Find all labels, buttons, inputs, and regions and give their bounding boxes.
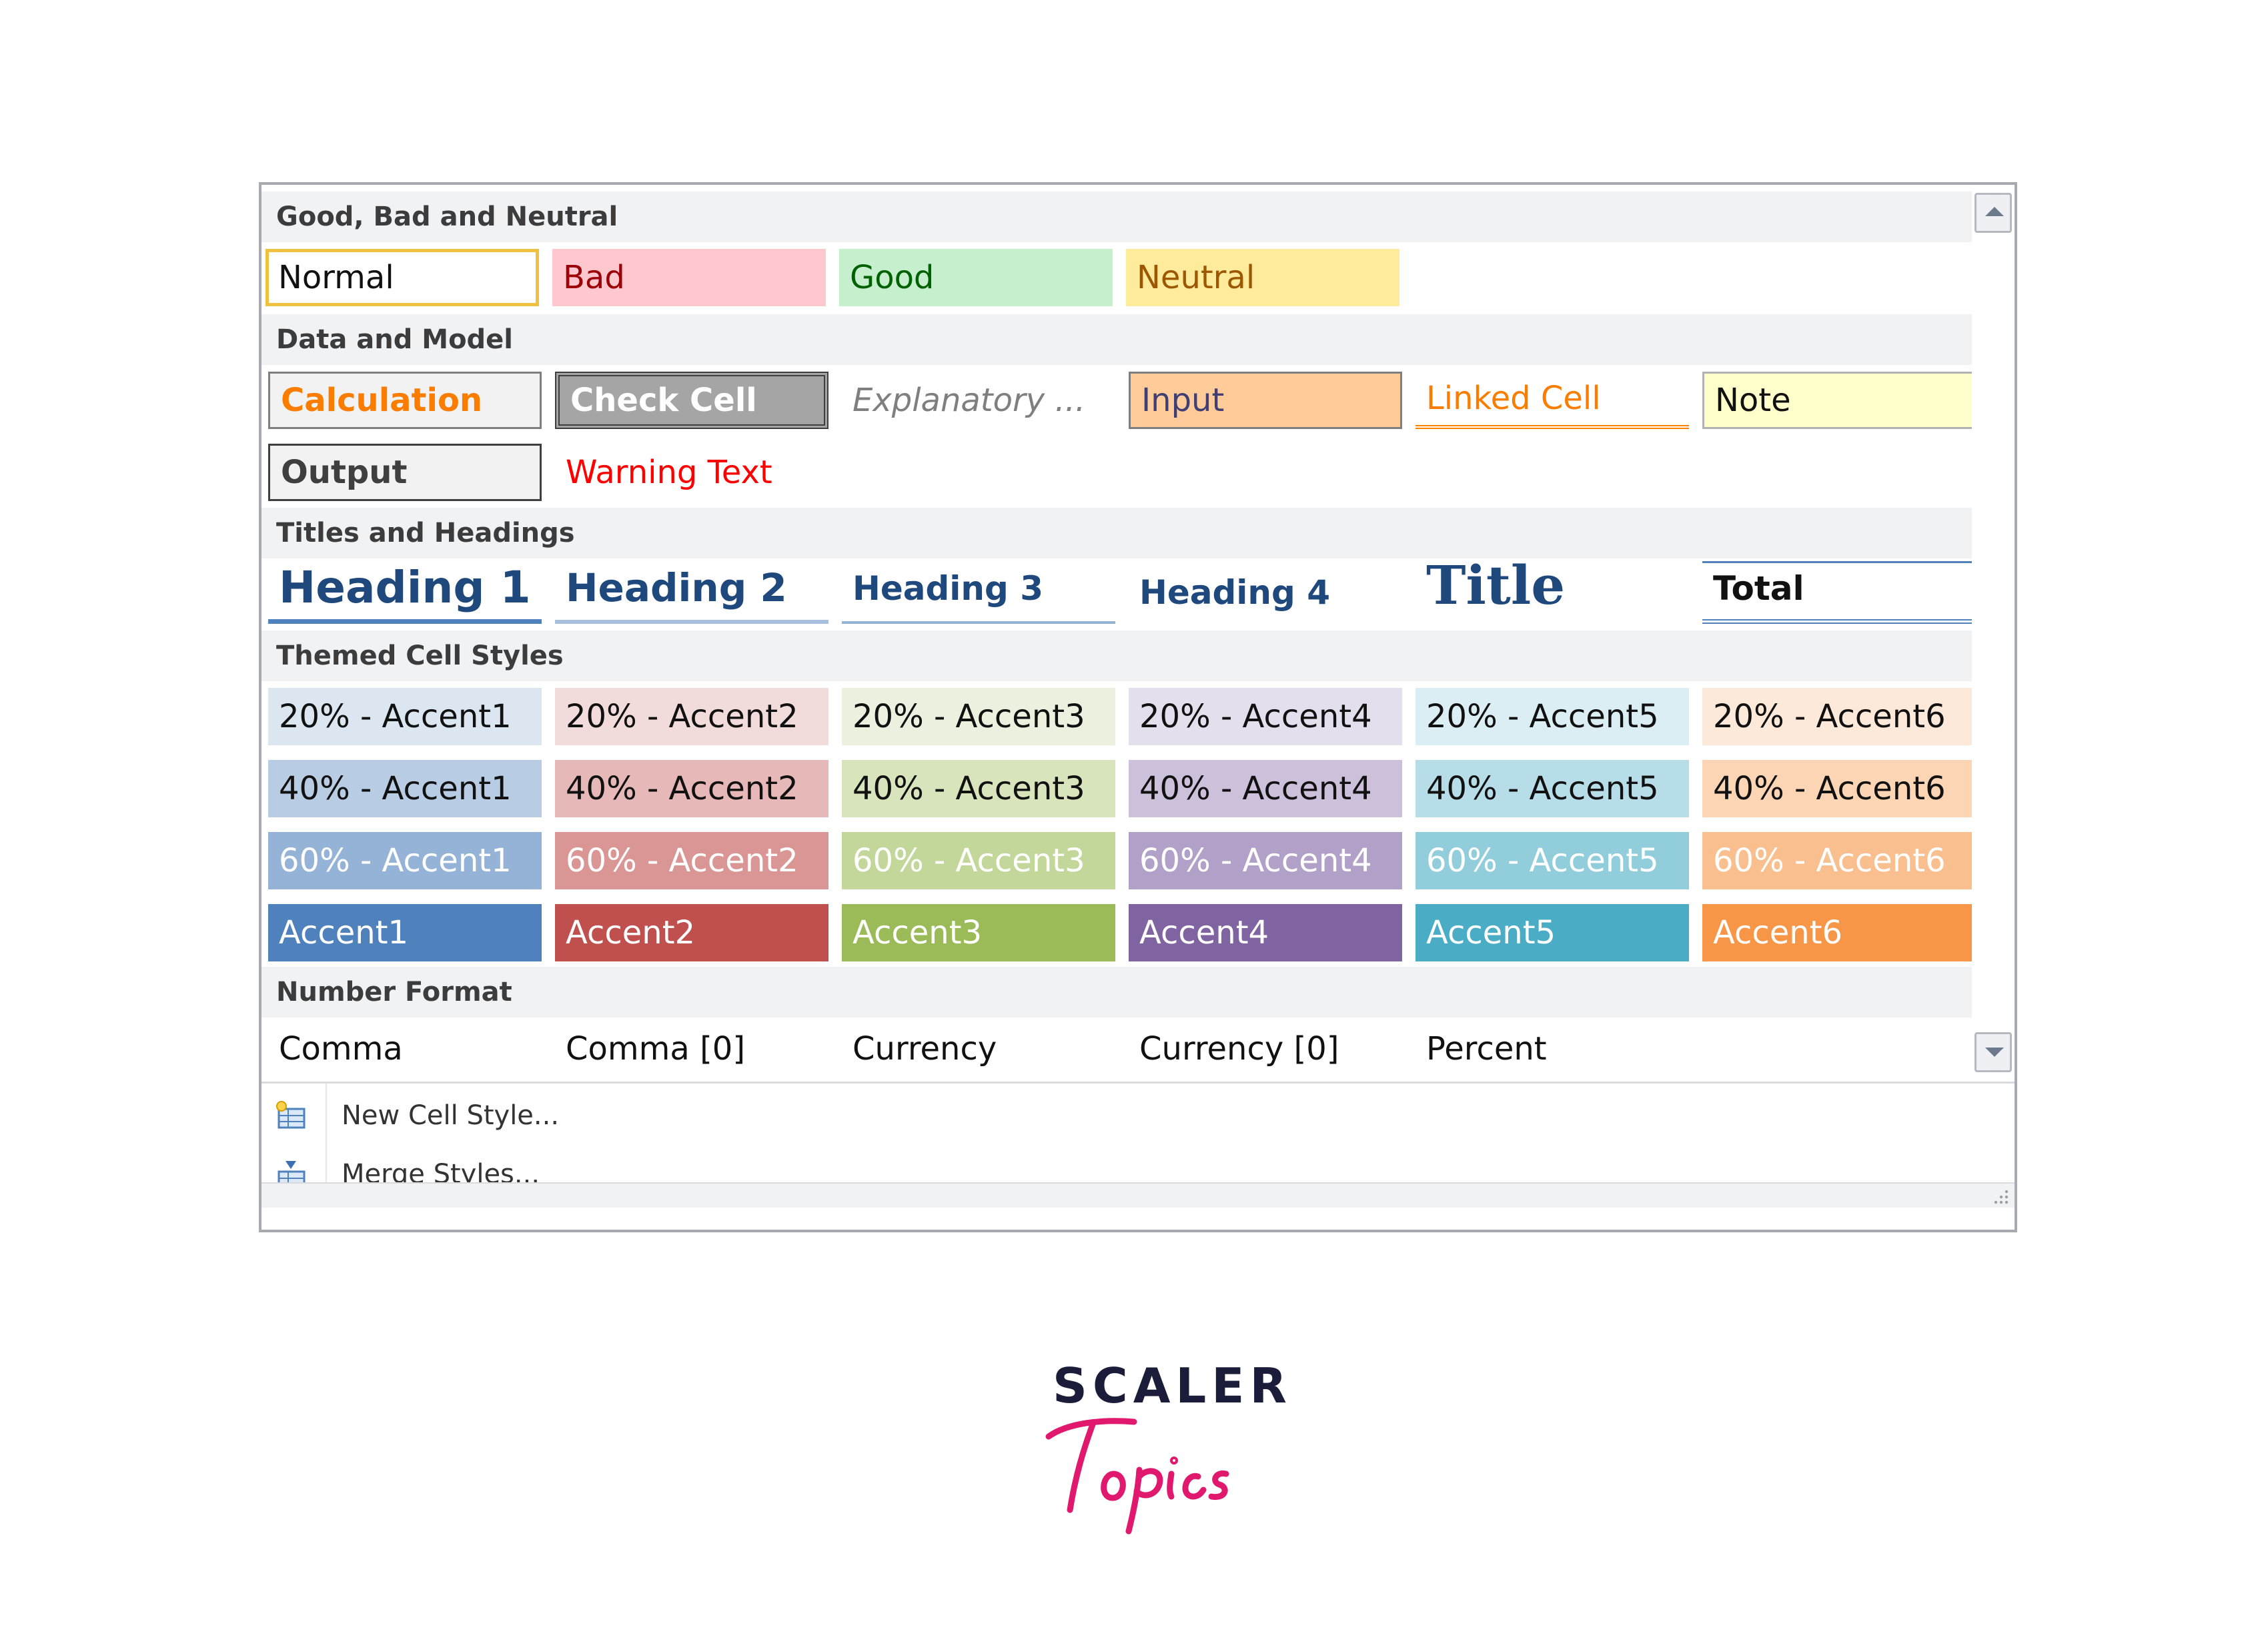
style-linked-cell[interactable]: Linked Cell — [1415, 372, 1689, 429]
data-model-rows: Calculation Check Cell Explanatory ... I… — [261, 365, 1972, 505]
section-header-titles-headings: Titles and Headings — [261, 508, 1972, 558]
style-accent2-100[interactable]: Accent2 — [555, 904, 828, 961]
style-heading-1[interactable]: Heading 1 — [268, 561, 542, 624]
style-calculation[interactable]: Calculation — [268, 372, 542, 429]
style-heading-3[interactable]: Heading 3 — [842, 561, 1115, 624]
style-comma[interactable]: Comma — [279, 1030, 403, 1068]
gallery-scrollbar[interactable] — [1972, 185, 2015, 1082]
resize-grip-icon[interactable] — [1992, 1188, 2009, 1205]
style-accent1-20[interactable]: 20% - Accent1 — [268, 688, 542, 745]
panel-bottom-bar — [261, 1182, 2015, 1208]
style-accent3-20[interactable]: 20% - Accent3 — [842, 688, 1115, 745]
style-accent2-60[interactable]: 60% - Accent2 — [555, 832, 828, 889]
style-accent5-40[interactable]: 40% - Accent5 — [1415, 760, 1689, 817]
titles-headings-row: Heading 1 Heading 2 Heading 3 Heading 4 … — [261, 558, 1972, 632]
scroll-down-button[interactable] — [1974, 1032, 2012, 1072]
style-accent6-60[interactable]: 60% - Accent6 — [1702, 832, 1972, 889]
section-header-good-bad-neutral: Good, Bad and Neutral — [261, 191, 1972, 242]
style-heading-4[interactable]: Heading 4 — [1139, 573, 1331, 612]
style-accent4-100[interactable]: Accent4 — [1129, 904, 1402, 961]
chevron-down-icon — [1985, 1048, 2004, 1057]
style-title[interactable]: Title — [1426, 561, 1566, 617]
style-neutral[interactable]: Neutral — [1126, 249, 1399, 306]
number-format-row: Comma Comma [0] Currency Currency [0] Pe… — [261, 1017, 1972, 1082]
logo-wordmark: SCALER — [1053, 1358, 1292, 1414]
section-header-number-format: Number Format — [261, 967, 1972, 1017]
new-cell-style-icon — [276, 1101, 306, 1129]
cell-styles-gallery-panel: Good, Bad and Neutral Normal Bad Good Ne… — [259, 182, 2017, 1232]
new-cell-style-label: New Cell Style... — [342, 1100, 560, 1131]
section-header-themed: Themed Cell Styles — [261, 631, 1972, 681]
style-heading-2[interactable]: Heading 2 — [555, 561, 828, 624]
logo-script-icon — [1045, 1418, 1229, 1535]
style-accent2-20[interactable]: 20% - Accent2 — [555, 688, 828, 745]
style-accent3-60[interactable]: 60% - Accent3 — [842, 832, 1115, 889]
cell-styles-gallery: Good, Bad and Neutral Normal Bad Good Ne… — [261, 185, 1972, 1082]
style-accent4-40[interactable]: 40% - Accent4 — [1129, 760, 1402, 817]
style-input[interactable]: Input — [1129, 372, 1402, 429]
style-comma-0[interactable]: Comma [0] — [566, 1030, 746, 1068]
style-percent[interactable]: Percent — [1426, 1030, 1547, 1068]
style-accent5-20[interactable]: 20% - Accent5 — [1415, 688, 1689, 745]
style-check-cell[interactable]: Check Cell — [555, 372, 828, 429]
style-good[interactable]: Good — [839, 249, 1113, 306]
style-currency-0[interactable]: Currency [0] — [1139, 1030, 1339, 1068]
style-accent6-100[interactable]: Accent6 — [1702, 904, 1972, 961]
style-output[interactable]: Output — [268, 444, 542, 501]
style-note[interactable]: Note — [1702, 372, 1972, 429]
style-accent3-40[interactable]: 40% - Accent3 — [842, 760, 1115, 817]
style-currency[interactable]: Currency — [853, 1030, 997, 1068]
style-accent1-40[interactable]: 40% - Accent1 — [268, 760, 542, 817]
new-cell-style-menu-item[interactable]: New Cell Style... — [261, 1086, 2015, 1145]
style-accent4-60[interactable]: 60% - Accent4 — [1129, 832, 1402, 889]
scaler-topics-logo: SCALER Topics — [1041, 1358, 1287, 1538]
style-warning-text[interactable]: Warning Text — [566, 454, 772, 491]
style-accent5-100[interactable]: Accent5 — [1415, 904, 1689, 961]
style-accent3-100[interactable]: Accent3 — [842, 904, 1115, 961]
themed-cell-styles-grid: 20% - Accent1 20% - Accent2 20% - Accent3 2… — [261, 681, 1972, 969]
good-bad-neutral-row: Normal Bad Good Neutral — [261, 242, 1972, 312]
style-accent4-20[interactable]: 20% - Accent4 — [1129, 688, 1402, 745]
chevron-up-icon — [1985, 207, 2004, 216]
style-total[interactable]: Total — [1702, 561, 1972, 624]
style-accent6-20[interactable]: 20% - Accent6 — [1702, 688, 1972, 745]
style-accent6-40[interactable]: 40% - Accent6 — [1702, 760, 1972, 817]
style-accent1-100[interactable]: Accent1 — [268, 904, 542, 961]
style-explanatory[interactable]: Explanatory ... — [853, 382, 1086, 419]
scroll-up-button[interactable] — [1974, 193, 2012, 233]
style-accent5-60[interactable]: 60% - Accent5 — [1415, 832, 1689, 889]
style-accent1-60[interactable]: 60% - Accent1 — [268, 832, 542, 889]
menu-icon-column — [261, 1084, 327, 1208]
style-accent2-40[interactable]: 40% - Accent2 — [555, 760, 828, 817]
gallery-footer-menu: New Cell Style... Merge Styles... — [261, 1082, 2015, 1208]
section-header-data-model: Data and Model — [261, 314, 1972, 365]
style-bad[interactable]: Bad — [552, 249, 826, 306]
style-normal[interactable]: Normal — [265, 249, 539, 306]
